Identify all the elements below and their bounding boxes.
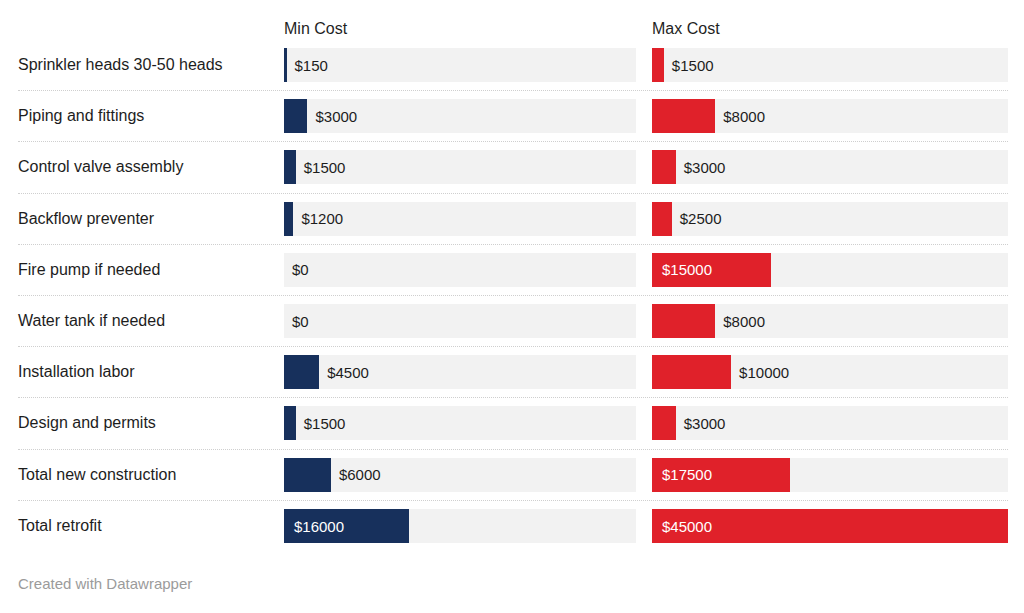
min-cost-bar bbox=[284, 355, 319, 389]
min-cost-bar bbox=[284, 406, 296, 440]
max-cost-value: $15000 bbox=[662, 261, 712, 278]
rows: Sprinkler heads 30-50 heads $150 $1500 P… bbox=[18, 40, 1008, 552]
min-cost-value: $0 bbox=[292, 313, 309, 330]
row-label: Water tank if needed bbox=[18, 312, 284, 330]
max-cost-track: $8000 bbox=[652, 304, 1008, 338]
row-label: Control valve assembly bbox=[18, 158, 284, 176]
bar-chart: Min Cost Max Cost Sprinkler heads 30-50 … bbox=[18, 18, 1008, 552]
min-cost-track: $6000 bbox=[284, 458, 636, 492]
row-label: Backflow preventer bbox=[18, 210, 284, 228]
max-cost-track: $3000 bbox=[652, 406, 1008, 440]
min-cost-bar bbox=[284, 48, 287, 82]
row-label: Design and permits bbox=[18, 414, 284, 432]
min-cost-track: $150 bbox=[284, 48, 636, 82]
max-cost-bar bbox=[652, 48, 664, 82]
row-label: Total retrofit bbox=[18, 517, 284, 535]
max-cost-value: $17500 bbox=[662, 466, 712, 483]
max-cost-bar bbox=[652, 150, 676, 184]
row-label: Sprinkler heads 30-50 heads bbox=[18, 56, 284, 74]
table-row: Fire pump if needed $0 $15000 bbox=[18, 245, 1008, 296]
max-cost-bar bbox=[652, 406, 676, 440]
max-cost-value: $8000 bbox=[723, 313, 765, 330]
max-cost-value: $8000 bbox=[723, 108, 765, 125]
min-cost-bar bbox=[284, 99, 307, 133]
table-row: Sprinkler heads 30-50 heads $150 $1500 bbox=[18, 40, 1008, 91]
row-label: Fire pump if needed bbox=[18, 261, 284, 279]
min-cost-value: $4500 bbox=[327, 364, 369, 381]
min-cost-value: $150 bbox=[295, 57, 328, 74]
max-cost-bar bbox=[652, 99, 715, 133]
min-cost-value: $1500 bbox=[304, 415, 346, 432]
max-cost-track: $17500 bbox=[652, 458, 1008, 492]
min-cost-value: $1500 bbox=[304, 159, 346, 176]
max-cost-track: $2500 bbox=[652, 202, 1008, 236]
max-cost-track: $3000 bbox=[652, 150, 1008, 184]
table-row: Total retrofit $16000 $45000 bbox=[18, 501, 1008, 552]
min-cost-value: $1200 bbox=[301, 210, 343, 227]
table-row: Installation labor $4500 $10000 bbox=[18, 347, 1008, 398]
min-cost-track: $0 bbox=[284, 304, 636, 338]
max-cost-track: $15000 bbox=[652, 253, 1008, 287]
min-cost-value: $6000 bbox=[339, 466, 381, 483]
max-cost-track: $1500 bbox=[652, 48, 1008, 82]
max-cost-value: $3000 bbox=[684, 415, 726, 432]
table-row: Total new construction $6000 $17500 bbox=[18, 450, 1008, 501]
min-cost-track: $1200 bbox=[284, 202, 636, 236]
min-cost-bar bbox=[284, 202, 293, 236]
table-row: Control valve assembly $1500 $3000 bbox=[18, 142, 1008, 193]
max-cost-value: $10000 bbox=[739, 364, 789, 381]
min-cost-value: $3000 bbox=[315, 108, 357, 125]
max-cost-bar bbox=[652, 304, 715, 338]
column-headers: Min Cost Max Cost bbox=[18, 18, 1008, 40]
max-cost-value: $1500 bbox=[672, 57, 714, 74]
min-cost-track: $1500 bbox=[284, 150, 636, 184]
min-cost-track: $0 bbox=[284, 253, 636, 287]
min-cost-track: $1500 bbox=[284, 406, 636, 440]
min-cost-track: $3000 bbox=[284, 99, 636, 133]
min-cost-bar bbox=[284, 458, 331, 492]
max-cost-value: $45000 bbox=[662, 518, 712, 535]
max-cost-track: $8000 bbox=[652, 99, 1008, 133]
min-cost-value: $0 bbox=[292, 261, 309, 278]
table-row: Water tank if needed $0 $8000 bbox=[18, 296, 1008, 347]
max-cost-track: $45000 bbox=[652, 509, 1008, 543]
row-label: Total new construction bbox=[18, 466, 284, 484]
table-row: Backflow preventer $1200 $2500 bbox=[18, 194, 1008, 245]
max-cost-value: $2500 bbox=[680, 210, 722, 227]
column-header-max-cost: Max Cost bbox=[652, 18, 1008, 40]
table-row: Piping and fittings $3000 $8000 bbox=[18, 91, 1008, 142]
table-row: Design and permits $1500 $3000 bbox=[18, 398, 1008, 449]
row-label: Piping and fittings bbox=[18, 107, 284, 125]
min-cost-value: $16000 bbox=[294, 518, 344, 535]
max-cost-bar bbox=[652, 202, 672, 236]
max-cost-track: $10000 bbox=[652, 355, 1008, 389]
min-cost-bar bbox=[284, 150, 296, 184]
datawrapper-credit[interactable]: Created with Datawrapper bbox=[18, 575, 192, 592]
row-label: Installation labor bbox=[18, 363, 284, 381]
max-cost-value: $3000 bbox=[684, 159, 726, 176]
max-cost-bar bbox=[652, 355, 731, 389]
column-header-min-cost: Min Cost bbox=[284, 18, 636, 40]
min-cost-track: $4500 bbox=[284, 355, 636, 389]
min-cost-track: $16000 bbox=[284, 509, 636, 543]
